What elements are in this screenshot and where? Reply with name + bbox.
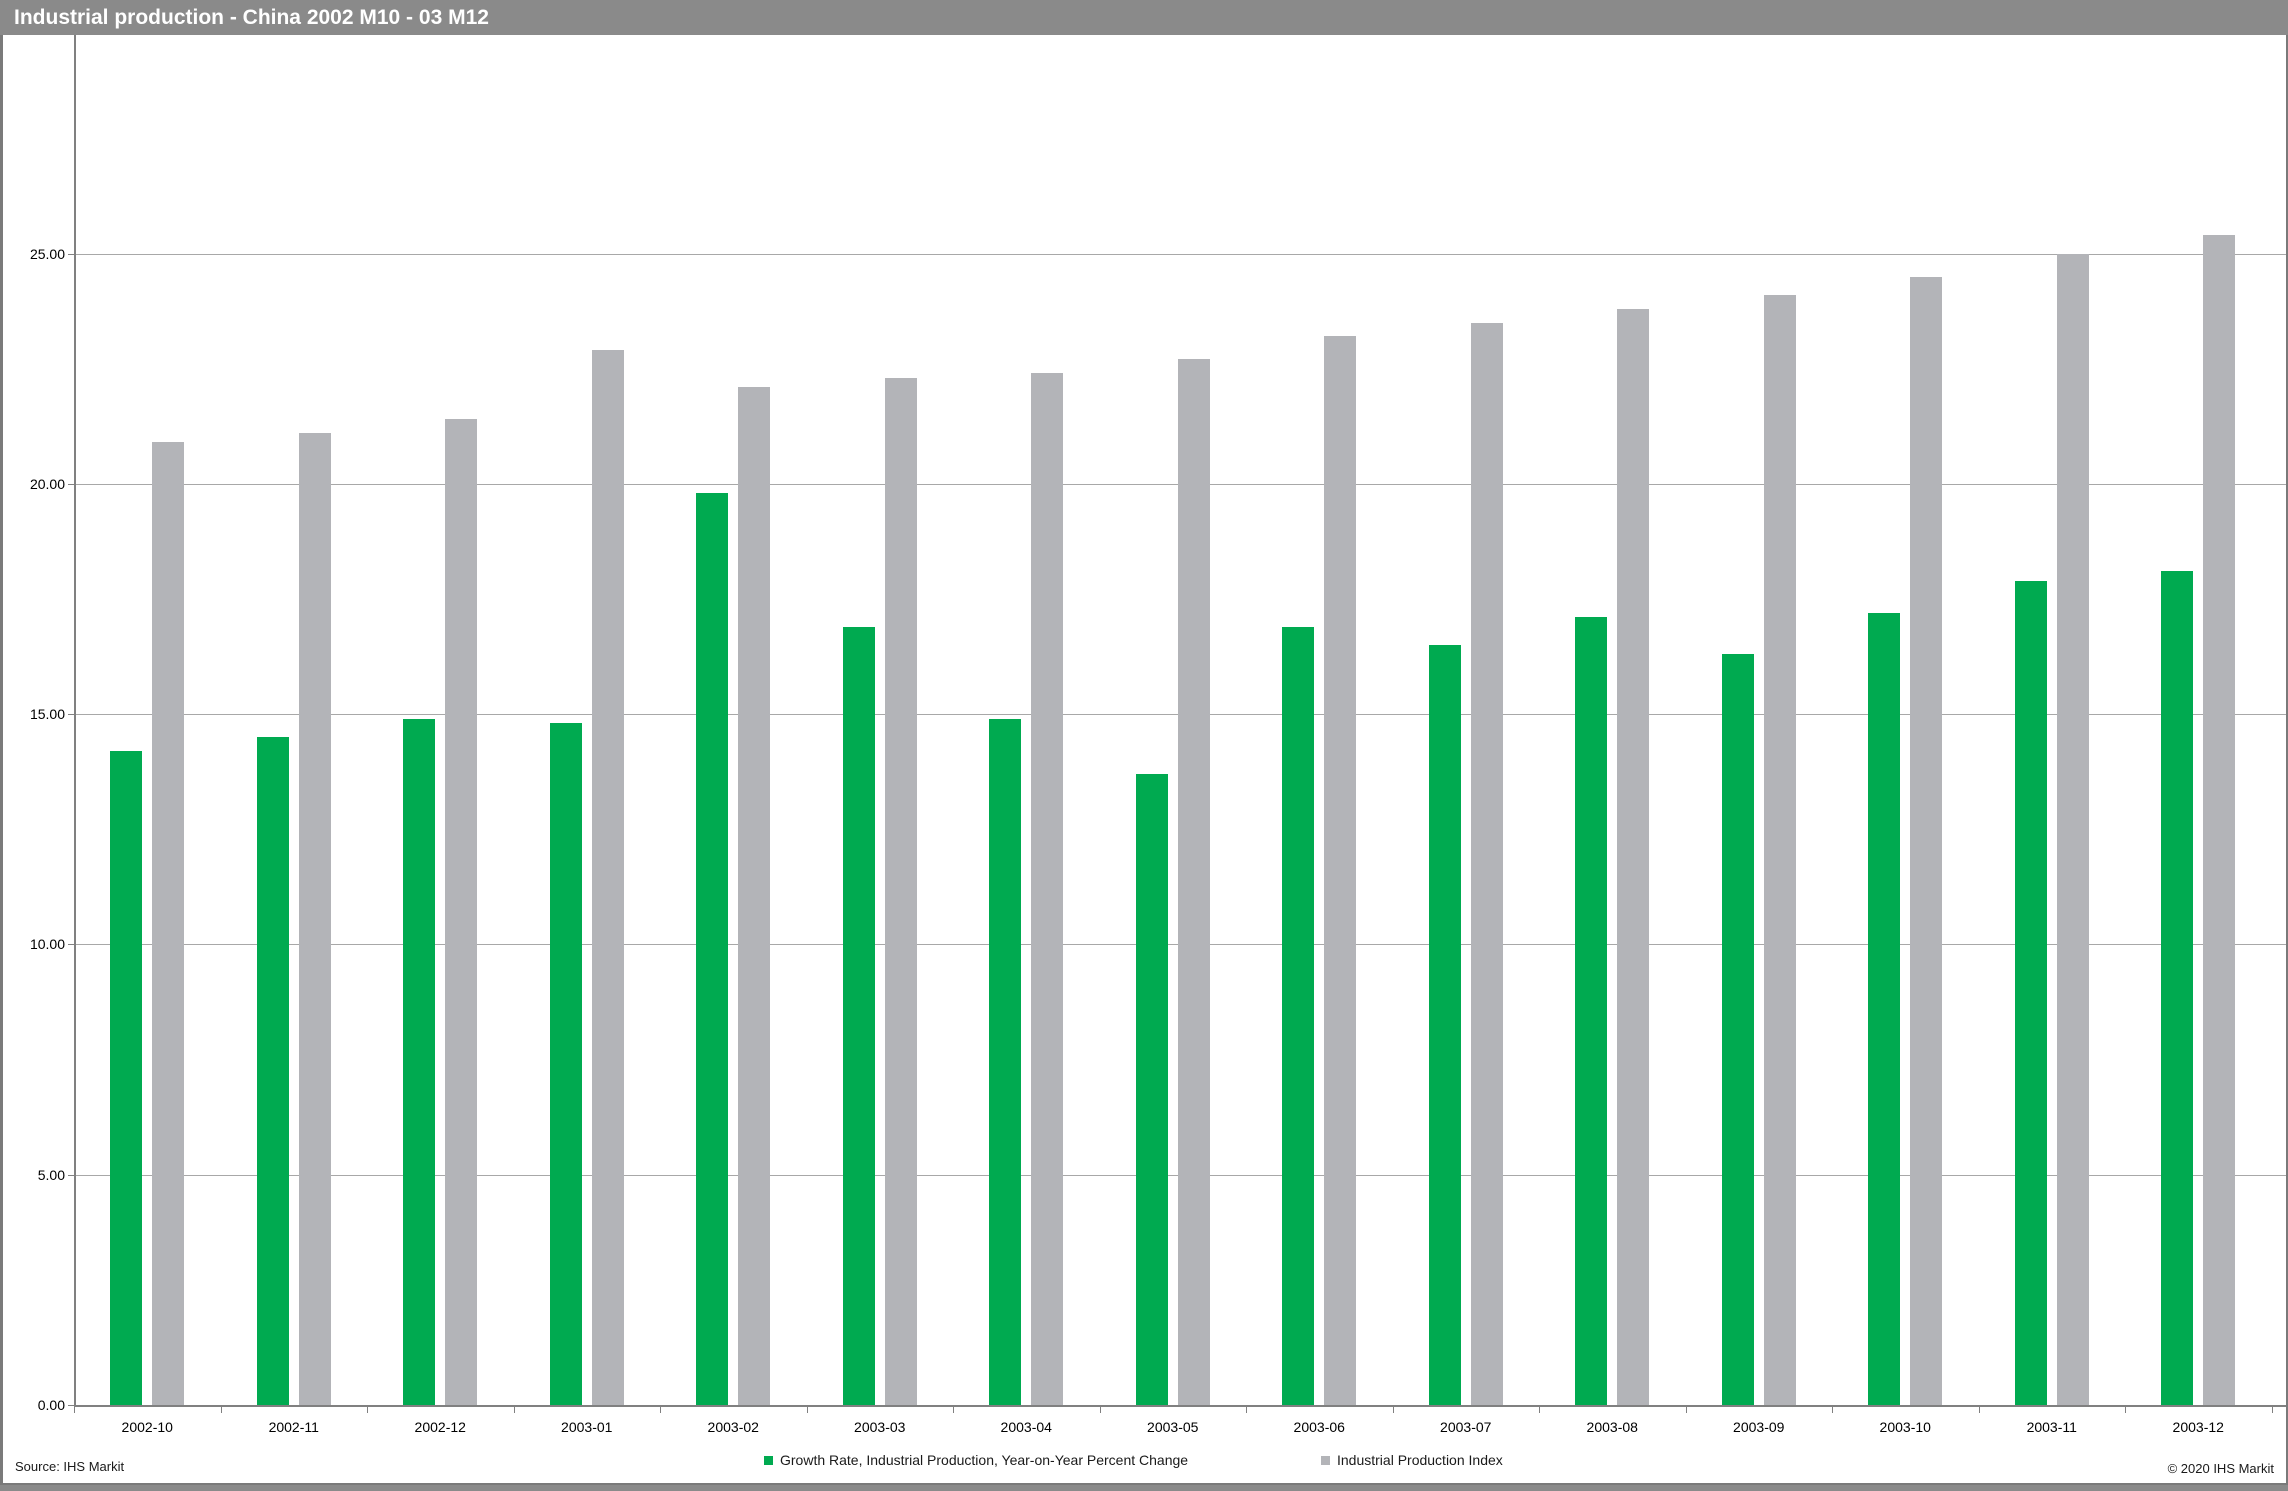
x-axis-label-2002-10: 2002-10: [121, 1419, 173, 1435]
y-axis-tick-mark: [68, 1405, 74, 1406]
growth-rate-bar-2003-06: [1282, 626, 1314, 1405]
production-index-legend-label: Industrial Production Index: [1337, 1452, 1503, 1468]
y-axis-tick-label: 20.00: [29, 475, 65, 492]
production-index-legend-swatch: [1321, 1455, 1330, 1465]
production-index-bar-2003-01: [591, 350, 624, 1405]
x-axis-label-2003-01: 2003-01: [561, 1419, 613, 1435]
growth-rate-bar-2003-07: [1428, 645, 1461, 1405]
production-index-bar-2003-06: [1324, 336, 1356, 1405]
growth-rate-bar-2003-04: [989, 718, 1021, 1405]
x-axis-tick-mark: [1539, 1407, 1540, 1413]
x-axis-label-2003-11: 2003-11: [2026, 1419, 2077, 1435]
y-axis-tick-label: 0.00: [37, 1397, 65, 1413]
legend-item-production-index: Industrial Production Index: [1321, 1452, 1503, 1468]
production-index-bar-2002-10: [152, 442, 184, 1405]
growth-rate-bar-2002-10: [110, 750, 142, 1405]
production-index-bar-2003-02: [738, 387, 770, 1405]
y-axis-tick-label: 25.00: [29, 245, 65, 262]
growth-rate-legend-swatch: [764, 1455, 773, 1465]
production-index-bar-2002-11: [298, 433, 331, 1405]
growth-rate-bar-2003-01: [549, 723, 582, 1405]
growth-rate-bar-2002-12: [403, 718, 435, 1405]
x-axis-tick-mark: [1392, 1407, 1394, 1413]
growth-rate-bar-2003-12: [2161, 571, 2193, 1405]
production-index-bar-2003-03: [884, 377, 917, 1405]
growth-rate-bar-2003-09: [1721, 654, 1754, 1405]
x-axis-label-2003-09: 2003-09: [1733, 1419, 1785, 1435]
copyright-note: © 2020 IHS Markit: [2167, 1461, 2274, 1476]
x-axis-tick-mark: [2271, 1407, 2273, 1413]
x-axis-label-2003-02: 2003-02: [707, 1419, 759, 1435]
x-axis-label-2003-12: 2003-12: [2172, 1419, 2224, 1435]
production-index-bar-2003-05: [1177, 359, 1210, 1405]
y-axis-tick-mark: [68, 944, 74, 946]
chart-title: Industrial production - China 2002 M10 -…: [14, 5, 489, 29]
production-index-bar-2003-07: [1470, 322, 1503, 1405]
x-axis-label-2003-07: 2003-07: [1440, 1419, 1492, 1435]
x-axis-label-2003-05: 2003-05: [1147, 1419, 1199, 1435]
title-bar: Industrial production - China 2002 M10 -…: [0, 0, 2288, 35]
x-axis-tick-mark: [806, 1407, 808, 1413]
frame-bottom-line: [0, 1483, 2288, 1485]
growth-rate-bar-2003-10: [1868, 612, 1900, 1405]
x-axis-tick-mark: [1978, 1407, 1980, 1413]
y-axis-tick-mark: [68, 253, 74, 255]
production-index-bar-2003-11: [2056, 253, 2089, 1405]
x-axis-label-2003-04: 2003-04: [1000, 1419, 1052, 1435]
x-axis-label-2002-11: 2002-11: [268, 1419, 319, 1435]
gridline-25.00: [74, 253, 2286, 255]
plot-area: 0.00 5.00 10.00 15.00 20.00 25.00 2002-10 2002-…: [3, 35, 2286, 1483]
y-axis-tick-mark: [68, 483, 74, 485]
production-index-bar-2003-09: [1763, 294, 1796, 1405]
production-index-bar-2003-10: [1910, 276, 1942, 1405]
production-index-bar-2003-12: [2203, 235, 2235, 1405]
x-axis-label-2003-10: 2003-10: [1879, 1419, 1931, 1435]
x-axis-tick-mark: [1246, 1407, 1247, 1413]
growth-rate-bar-2003-08: [1575, 617, 1607, 1405]
x-axis-tick-mark: [1099, 1407, 1101, 1413]
production-index-bar-2003-04: [1031, 373, 1063, 1405]
frame-bottom-strip: [0, 1485, 2288, 1491]
x-axis-tick-mark: [1832, 1407, 1833, 1413]
y-axis-line: [74, 35, 76, 1406]
y-axis-tick-mark: [68, 1174, 74, 1176]
x-axis-line: [74, 1405, 2286, 1407]
growth-rate-legend-label: Growth Rate, Industrial Production, Year…: [780, 1452, 1189, 1468]
growth-rate-bar-2003-03: [842, 626, 875, 1405]
chart-frame: 0.00 5.00 10.00 15.00 20.00 25.00 2002-10 2002-…: [0, 35, 2288, 1483]
y-axis-tick-label: 10.00: [29, 936, 65, 953]
x-axis-label-2003-03: 2003-03: [854, 1419, 906, 1435]
x-axis-tick-mark: [660, 1407, 661, 1413]
legend-item-growth-rate: Growth Rate, Industrial Production, Year…: [764, 1452, 1189, 1468]
production-index-bar-2003-08: [1617, 308, 1649, 1405]
production-index-bar-2002-12: [445, 419, 477, 1405]
growth-rate-bar-2003-05: [1135, 773, 1168, 1405]
y-axis-tick-mark: [68, 714, 74, 716]
x-axis-label-2003-06: 2003-06: [1293, 1419, 1345, 1435]
x-axis-tick-mark: [74, 1407, 75, 1413]
x-axis-tick-mark: [953, 1407, 954, 1413]
source-note: Source: IHS Markit: [15, 1459, 125, 1474]
x-axis-tick-mark: [220, 1407, 222, 1413]
growth-rate-bar-2003-02: [696, 493, 728, 1405]
x-axis-label-2003-08: 2003-08: [1586, 1419, 1638, 1435]
x-axis-tick-mark: [1685, 1407, 1687, 1413]
y-axis-tick-label: 15.00: [29, 706, 65, 723]
y-axis-tick-label: 5.00: [37, 1166, 65, 1183]
growth-rate-bar-2002-11: [256, 737, 289, 1405]
x-axis-tick-mark: [2125, 1407, 2126, 1413]
growth-rate-bar-2003-11: [2014, 580, 2047, 1405]
x-axis-tick-mark: [513, 1407, 515, 1413]
x-axis-tick-mark: [367, 1407, 368, 1413]
x-axis-label-2002-12: 2002-12: [414, 1419, 466, 1435]
